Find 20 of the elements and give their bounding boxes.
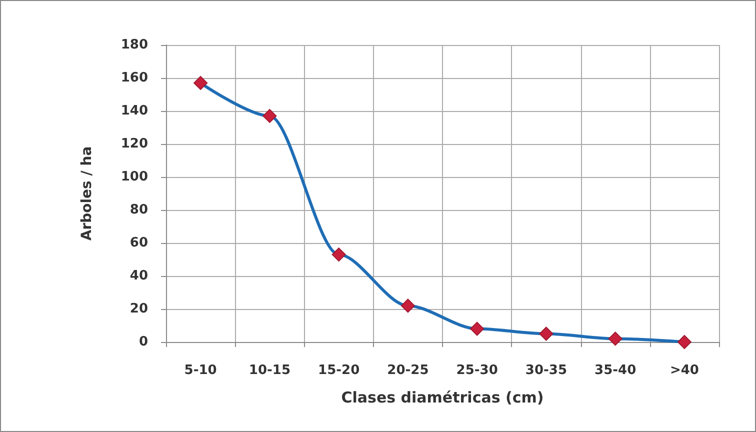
x-tick-label: 35-40 [594,363,636,378]
y-tick-label: 160 [120,70,148,86]
y-axis-title: Arboles / ha [79,146,95,241]
x-tick-label: 30-35 [525,363,567,378]
y-tick-label: 20 [130,302,148,316]
y-tick-label: 40 [130,268,148,284]
x-tick-label: 10-15 [248,363,290,378]
x-tick-label: 15-20 [318,363,360,378]
y-tick-label: 180 [120,38,148,52]
y-tick-label: 80 [130,202,148,218]
y-tick-label: 140 [120,104,148,118]
y-tick-label: 100 [120,170,148,184]
y-tick-label: 120 [120,136,148,152]
y-tick-label: 60 [130,236,148,250]
x-tick-label: 25-30 [456,363,498,378]
x-tick-label: 5-10 [184,363,217,378]
x-tick-label: >40 [670,363,699,378]
x-tick-label: 20-25 [387,363,429,378]
y-tick-label: 0 [138,334,148,350]
x-axis-title: Clases diamétricas (cm) [341,388,544,406]
